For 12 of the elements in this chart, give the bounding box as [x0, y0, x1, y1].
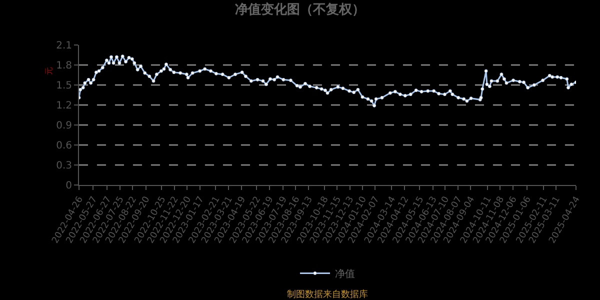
chart-title: 净值变化图（不复权） [235, 2, 365, 18]
y-tick-label: 0 [66, 180, 72, 192]
y-tick-label: 0.6 [56, 140, 72, 152]
y-axis-title: 元 [44, 66, 54, 75]
y-tick-label: 0.9 [56, 120, 72, 132]
y-tick-label: 2.1 [56, 40, 72, 52]
text: 制图数据来自数据库 [287, 289, 368, 300]
legend-label: 净值 [335, 268, 355, 280]
y-tick-label: 1.5 [56, 80, 72, 92]
y-tick-label: 1.2 [56, 100, 72, 112]
y-tick-label: 0.3 [56, 160, 72, 172]
y-tick-label: 1.8 [56, 60, 72, 72]
